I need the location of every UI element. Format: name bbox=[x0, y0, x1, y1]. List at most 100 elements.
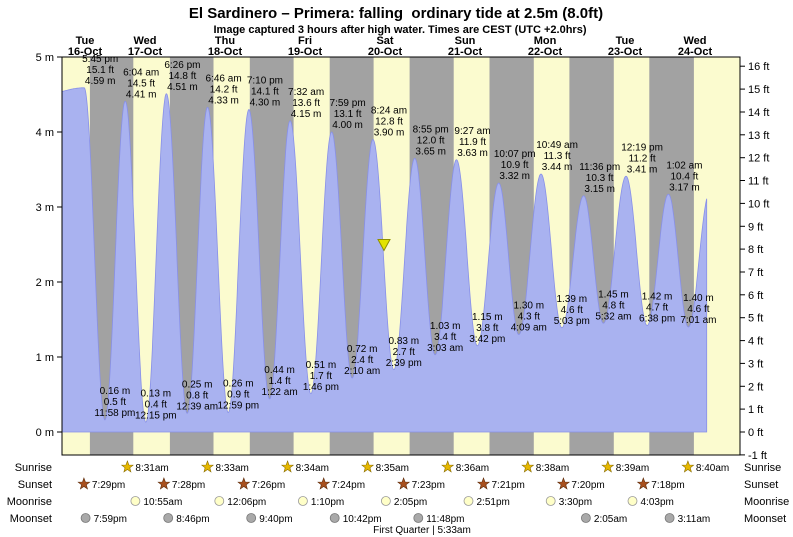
day-label-weekday: Sat bbox=[376, 35, 393, 47]
sunrise-time: 8:36am bbox=[456, 463, 489, 474]
sunrise-icon bbox=[441, 460, 455, 473]
moonrise-time: 3:30pm bbox=[559, 497, 592, 508]
ft-axis-label: 3 ft bbox=[748, 358, 763, 370]
m-axis-label: 2 m bbox=[36, 277, 54, 289]
ft-axis-label: 14 ft bbox=[748, 107, 769, 119]
day-label-weekday: Fri bbox=[298, 35, 312, 47]
day-label-weekday: Tue bbox=[616, 35, 635, 47]
high-tide-annotation: 10:49 am 11.3 ft 3.44 m bbox=[536, 140, 578, 173]
moonrise-time: 2:05pm bbox=[394, 497, 427, 508]
high-tide-annotation: 11:36 pm 10.3 ft 3.15 m bbox=[579, 162, 620, 195]
moonset-icon bbox=[413, 513, 424, 523]
day-label-weekday: Thu bbox=[215, 35, 235, 47]
low-tide-annotation: 1.45 m 4.8 ft 5:32 am bbox=[595, 289, 631, 322]
moonset-time: 3:11am bbox=[678, 514, 711, 525]
sunrise-icon bbox=[200, 460, 215, 473]
moonrise-row-label-right: Moonrise bbox=[744, 496, 789, 508]
sunset-time: 7:28pm bbox=[172, 480, 205, 491]
moonrise-icon bbox=[545, 496, 556, 506]
sunrise-time: 8:33am bbox=[216, 463, 249, 474]
moonrise-icon bbox=[380, 496, 391, 506]
low-tide-annotation: 0.26 m 0.9 ft 12:59 pm bbox=[217, 379, 259, 412]
sunrise-icon bbox=[681, 460, 695, 473]
day-label-date: 16-Oct bbox=[68, 46, 103, 58]
high-tide-annotation: 12:19 pm 11.2 ft 3.41 m bbox=[621, 142, 663, 175]
m-axis-label: 0 m bbox=[36, 427, 54, 439]
day-label-weekday: Mon bbox=[534, 35, 557, 47]
day-label-weekday: Sun bbox=[455, 35, 476, 47]
low-tide-annotation: 1.15 m 3.8 ft 3:42 pm bbox=[469, 312, 505, 345]
sunset-icon bbox=[237, 477, 251, 490]
day-labels-layer: Tue16-OctWed17-OctThu18-OctFri19-OctSat2… bbox=[68, 35, 713, 58]
low-tide-annotation: 0.25 m 0.8 ft 12:39 am bbox=[176, 379, 218, 412]
low-tide-annotation: 1.40 m 4.6 ft 7:01 am bbox=[680, 293, 716, 326]
sunrise-row-label-left: Sunrise bbox=[15, 462, 52, 474]
high-tide-annotation: 6:04 am 14.5 ft 4.41 m bbox=[123, 67, 159, 100]
sunrise-row-label-right: Sunrise bbox=[744, 462, 781, 474]
sunrise-time: 8:31am bbox=[135, 463, 168, 474]
moonrise-time: 12:06pm bbox=[227, 497, 266, 508]
day-label-date: 18-Oct bbox=[208, 46, 243, 58]
sunset-icon bbox=[397, 477, 411, 490]
sunrise-time: 8:38am bbox=[536, 463, 569, 474]
chart-subtitle: Image captured 3 hours after high water.… bbox=[214, 24, 587, 36]
low-tide-annotation: 1.42 m 4.7 ft 6:38 pm bbox=[639, 292, 675, 325]
sun-moon-rows-layer: 8:31am 8:33am 8:34am 8:35am 8:36am 8:38am 8:39… bbox=[77, 460, 729, 525]
m-axis-label: 5 m bbox=[36, 52, 54, 64]
high-tide-annotation: 8:55 pm 12.0 ft 3.65 m bbox=[413, 124, 449, 157]
ft-axis-label: 12 ft bbox=[748, 153, 769, 165]
day-label-date: 23-Oct bbox=[608, 46, 643, 58]
moonrise-time: 10:55am bbox=[143, 497, 182, 508]
moonset-time: 2:05am bbox=[594, 514, 627, 525]
m-axis-label: 4 m bbox=[36, 127, 54, 139]
low-tide-annotation: 0.44 m 1.4 ft 1:22 am bbox=[262, 365, 298, 398]
tide-annotations-layer: 5:45 pm 15.1 ft 4.59 m 0.16 m 0.5 ft 11:58 pm… bbox=[82, 54, 716, 421]
plot-frame bbox=[61, 56, 741, 456]
ft-axis-label: 5 ft bbox=[748, 313, 763, 325]
tide-curve-layer bbox=[61, 87, 708, 433]
axes-layer: 0 m 1 m 2 m 3 m 4 m 5 m -1 ft 0 ft 1 ft 2 ft 3 ft 4… bbox=[36, 52, 770, 462]
moonrise-row-label-left: Moonrise bbox=[7, 496, 52, 508]
sunset-icon bbox=[476, 477, 491, 490]
ft-axis-label: -1 ft bbox=[748, 450, 767, 462]
day-label-date: 20-Oct bbox=[368, 46, 403, 58]
ft-axis-label: 11 ft bbox=[748, 176, 769, 188]
tide-level-marker-icon bbox=[377, 239, 391, 252]
chart-title: El Sardinero – Primera: falling ordinary… bbox=[189, 5, 603, 22]
low-tide-annotation: 0.83 m 2.7 ft 2:39 pm bbox=[386, 336, 422, 369]
sunset-time: 7:21pm bbox=[492, 480, 525, 491]
moon-phase-text: First Quarter | 5:33am bbox=[373, 525, 471, 536]
low-tide-annotation: 1.03 m 3.4 ft 3:03 am bbox=[427, 321, 463, 354]
moonset-time: 9:40pm bbox=[259, 514, 292, 525]
ft-axis-label: 16 ft bbox=[748, 61, 769, 73]
sunset-time: 7:29pm bbox=[92, 480, 125, 491]
moonrise-icon bbox=[130, 496, 141, 506]
sunset-icon bbox=[636, 477, 650, 490]
sunrise-time: 8:35am bbox=[376, 463, 409, 474]
capture-marker-layer bbox=[377, 239, 391, 252]
sunrise-icon bbox=[361, 460, 375, 473]
day-label-date: 22-Oct bbox=[528, 46, 563, 58]
sunset-icon bbox=[157, 477, 171, 490]
moonset-icon bbox=[329, 513, 340, 523]
low-tide-annotation: 0.72 m 2.4 ft 2:10 am bbox=[344, 344, 380, 377]
ft-axis-label: 1 ft bbox=[748, 404, 763, 416]
tide-area bbox=[61, 87, 708, 433]
sunset-time: 7:23pm bbox=[412, 480, 445, 491]
sunrise-time: 8:40am bbox=[696, 463, 729, 474]
ft-axis-label: 10 ft bbox=[748, 198, 769, 210]
high-tide-annotation: 7:59 pm 13.1 ft 4.00 m bbox=[330, 98, 366, 131]
moonrise-icon bbox=[297, 496, 308, 506]
day-label-date: 21-Oct bbox=[448, 46, 483, 58]
sunset-icon bbox=[317, 477, 331, 490]
sunset-time: 7:18pm bbox=[651, 480, 684, 491]
sunset-icon bbox=[556, 477, 571, 490]
high-tide-annotation: 1:02 am 10.4 ft 3.17 m bbox=[666, 160, 702, 193]
ft-axis-label: 7 ft bbox=[748, 267, 763, 279]
low-tide-annotation: 1.39 m 4.6 ft 5:03 pm bbox=[554, 294, 590, 327]
moonrise-icon bbox=[627, 496, 638, 506]
sunrise-icon bbox=[601, 460, 615, 473]
moonset-icon bbox=[664, 513, 675, 523]
